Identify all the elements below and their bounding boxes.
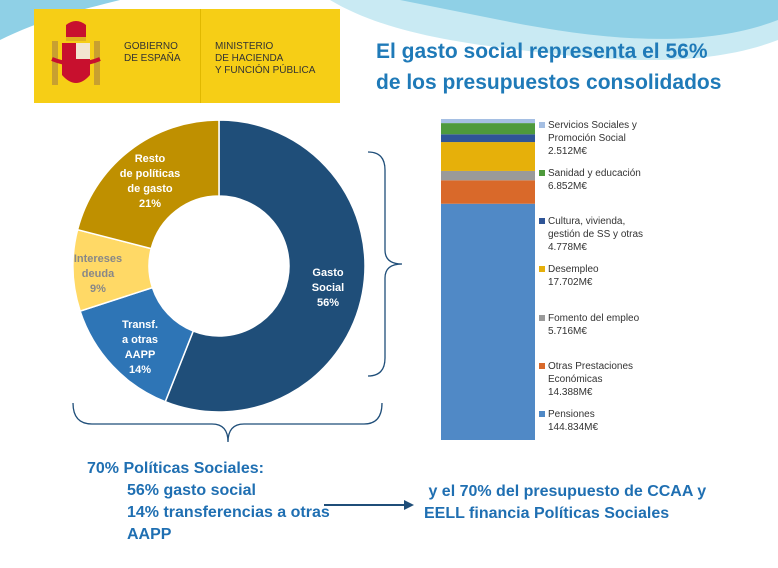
bottom-left-text: 70% Políticas Sociales: 56% gasto social…: [87, 458, 330, 546]
slice-label-line: Transf.: [121, 319, 159, 331]
header-swoosh: [0, 0, 778, 60]
slice-label-line: Social: [311, 281, 345, 294]
donut-slice: [76, 119, 220, 250]
legend-swatch: [539, 315, 545, 321]
legend-swatch: [539, 218, 545, 224]
coat-of-arms-icon: [51, 21, 101, 85]
arrow-head: [404, 500, 414, 510]
bar-segment: [441, 203, 535, 440]
legend-item: Fomento del empleo 5.716M€: [539, 312, 640, 338]
slice-label-line: 14%: [128, 364, 152, 376]
bar-segment: [441, 180, 535, 204]
bl-line-1: 70% Políticas Sociales:: [87, 460, 264, 477]
slice-label-line: Intereses: [73, 252, 123, 265]
slice-label: Transf. a otras AAPP 14%: [95, 318, 185, 378]
donut-slice: [164, 119, 366, 413]
gov-line-2: DE ESPAÑA: [124, 53, 181, 64]
slice-label: Gasto Social 56%: [283, 266, 373, 311]
legend-text: Promoción Social: [548, 133, 626, 144]
legend-item: Otras Prestaciones Económicas 14.388M€: [539, 360, 634, 399]
legend-text: Otras Prestaciones: [548, 361, 634, 372]
bar-segment: [441, 170, 535, 181]
legend-text: Pensiones: [548, 409, 595, 420]
legend-swatch: [539, 122, 545, 128]
slice-label: Intereses deuda 9%: [53, 252, 143, 297]
slice-label-line: AAPP: [124, 349, 156, 361]
legend-item: Desempleo 17.702M€: [539, 263, 599, 289]
slice-label-line: Gasto: [312, 266, 344, 279]
slice-label-line: 9%: [90, 282, 106, 295]
slice-label-line: deuda: [81, 267, 115, 280]
legend-text: 5.716M€: [548, 326, 587, 337]
title-line-2: de los presupuestos consolidados: [376, 71, 722, 94]
gov-line-1: GOBIERNO: [124, 41, 178, 52]
slice-label-line: Resto: [134, 153, 166, 165]
slice-label-line: de gasto: [127, 183, 173, 195]
legend-item: Pensiones 144.834M€: [539, 408, 599, 434]
legend-text: 6.852M€: [548, 181, 587, 192]
logo-divider: [200, 9, 201, 103]
legend-swatch: [539, 411, 545, 417]
legend-text: 17.702M€: [548, 277, 593, 288]
legend-text: Servicios Sociales y: [548, 120, 637, 131]
government-logo: GOBIERNO DE ESPAÑA MINISTERIO DE HACIENDA Y…: [34, 9, 340, 103]
ministry-line-2: DE HACIENDA: [215, 53, 284, 64]
slice-label: Resto de políticas de gasto 21%: [105, 152, 195, 212]
legend-text: 14.388M€: [548, 387, 593, 398]
bar-segment: [441, 134, 535, 143]
ministry-line-1: MINISTERIO: [215, 41, 274, 52]
gasto-social-brace: [367, 151, 403, 377]
slice-label-line: 56%: [316, 296, 340, 309]
title-line-1: El gasto social representa el 56%: [376, 40, 708, 63]
slice-label-line: de políticas: [119, 168, 181, 180]
legend-text: Económicas: [548, 374, 603, 385]
ministry-line-3: Y FUNCIÓN PÚBLICA: [215, 65, 316, 76]
bottom-right-text: y el 70% del presupuesto de CCAA y EELL …: [424, 481, 706, 525]
legend-text: 4.778M€: [548, 242, 587, 253]
legend-swatch: [539, 170, 545, 176]
bl-line-2: 56% gasto social: [127, 482, 256, 499]
legend-item: Cultura, vivienda, gestión de SS y otras 4…: [539, 215, 644, 254]
legend-item: Servicios Sociales y Promoción Social 2.51…: [539, 119, 637, 158]
legend-text: gestión de SS y otras: [548, 229, 644, 240]
legend-text: Sanidad y educación: [548, 168, 641, 179]
bl-line-4: AAPP: [127, 526, 172, 543]
politicas-sociales-brace: [72, 402, 383, 443]
legend-text: 2.512M€: [548, 146, 587, 157]
legend-text: Fomento del empleo: [548, 313, 640, 324]
bar-segment: [441, 142, 535, 171]
br-line-1: y el 70% del presupuesto de CCAA y: [424, 483, 707, 500]
br-line-2: EELL financia Políticas Sociales: [424, 505, 670, 522]
legend-swatch: [539, 266, 545, 272]
legend-item: Sanidad y educación 6.852M€: [539, 167, 641, 193]
slice-label-line: 21%: [138, 198, 162, 210]
slide-title: El gasto social representa el 56% de los…: [376, 36, 721, 98]
bar-segment: [441, 123, 535, 135]
slice-label-line: a otras: [121, 334, 159, 346]
legend-text: Cultura, vivienda,: [548, 216, 626, 227]
bl-line-3: 14% transferencias a otras: [127, 504, 330, 521]
legend-swatch: [539, 363, 545, 369]
legend-text: Desempleo: [548, 264, 599, 275]
bar-segment: [441, 119, 535, 124]
legend-text: 144.834M€: [548, 422, 599, 433]
